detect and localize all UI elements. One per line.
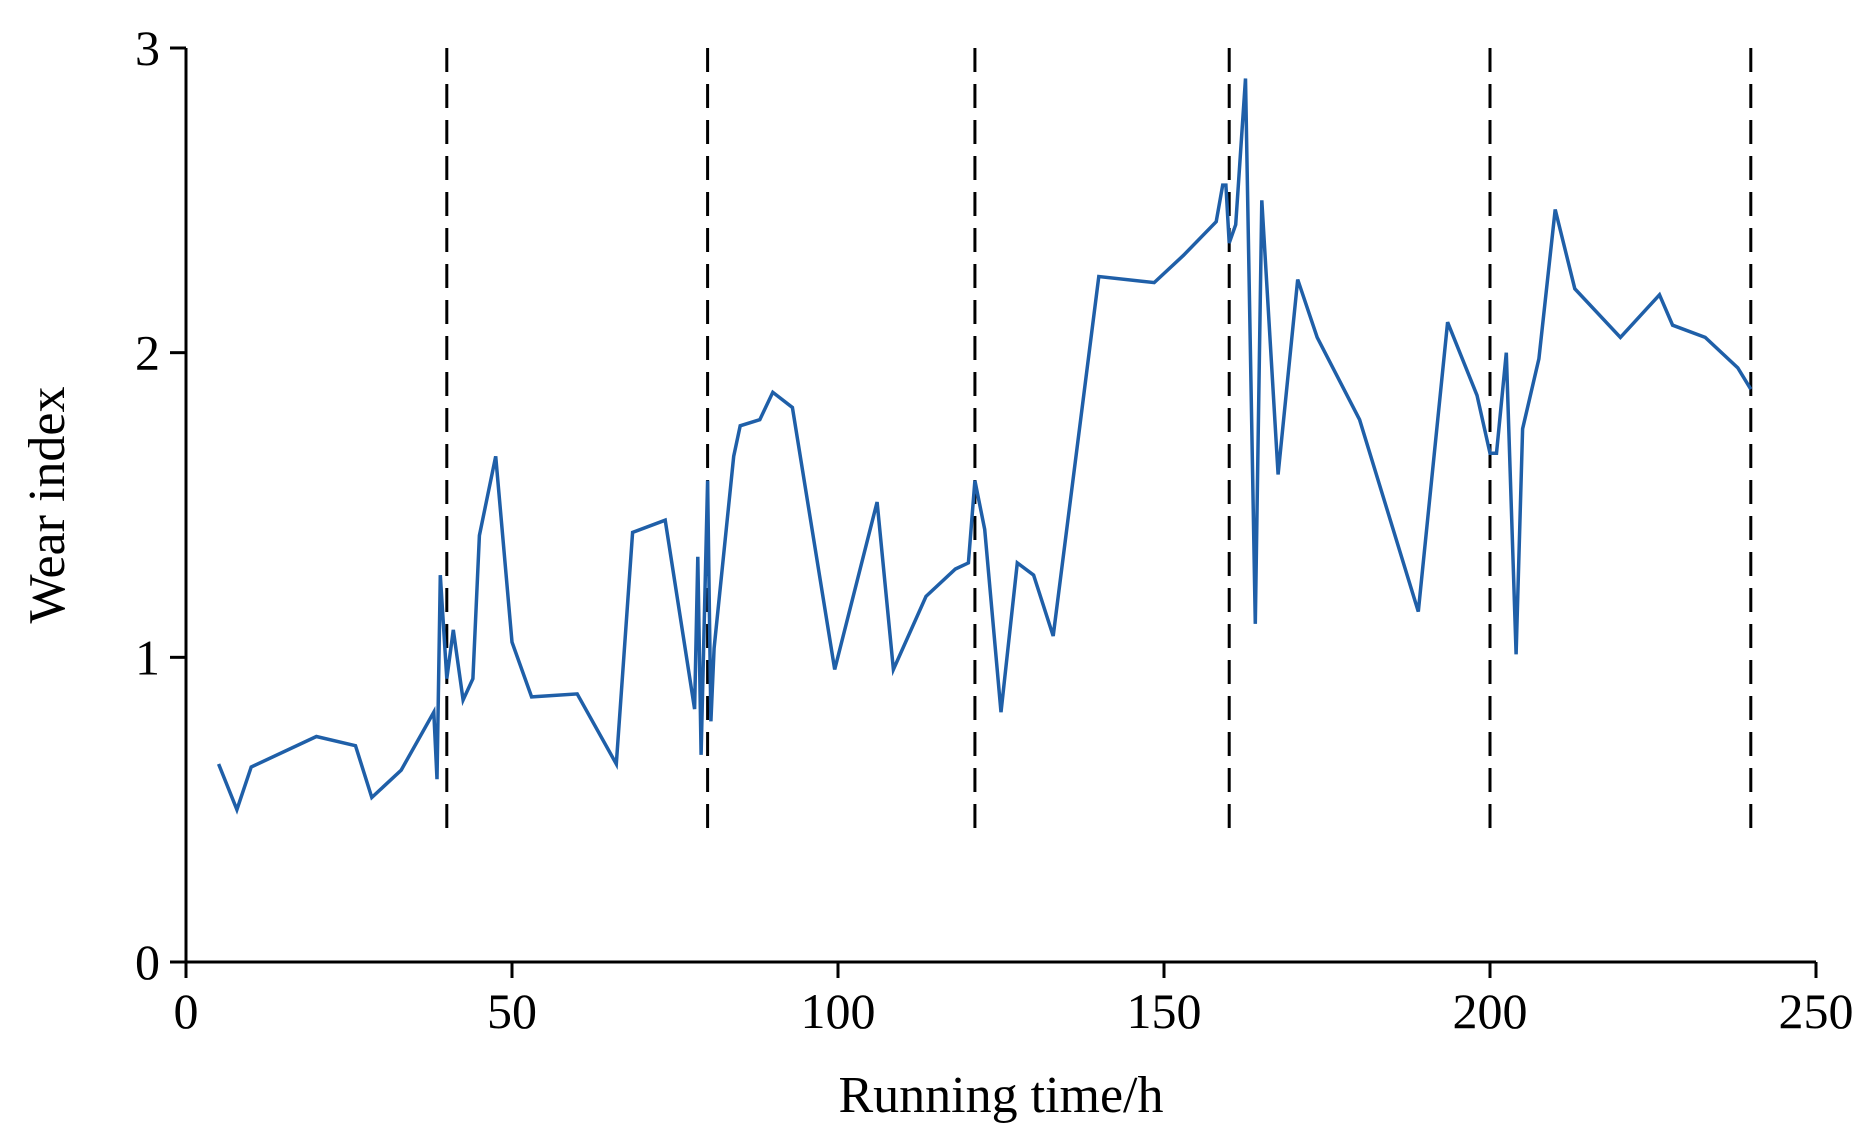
x-tick-label: 200 — [1453, 983, 1528, 1039]
y-tick-label: 2 — [135, 325, 160, 381]
wear-index-series-line — [216, 78, 1753, 815]
y-tick-label: 3 — [135, 20, 160, 76]
x-axis-title: Running time/h — [839, 1067, 1164, 1124]
x-tick-label: 250 — [1779, 983, 1854, 1039]
y-axis-title: Wear index — [19, 387, 76, 624]
y-tick-label: 0 — [135, 934, 160, 990]
axes-layer — [184, 48, 1816, 964]
x-tick-label: 50 — [487, 983, 537, 1039]
ticks-layer: 0 50 100 150 200 250 0 1 2 3 — [135, 20, 1854, 1039]
series-layer — [216, 78, 1753, 815]
x-tick-label: 100 — [801, 983, 876, 1039]
x-tick-label: 150 — [1127, 983, 1202, 1039]
vlines-layer — [445, 48, 1753, 832]
y-tick-label: 1 — [135, 629, 160, 685]
x-tick-label: 0 — [174, 983, 199, 1039]
